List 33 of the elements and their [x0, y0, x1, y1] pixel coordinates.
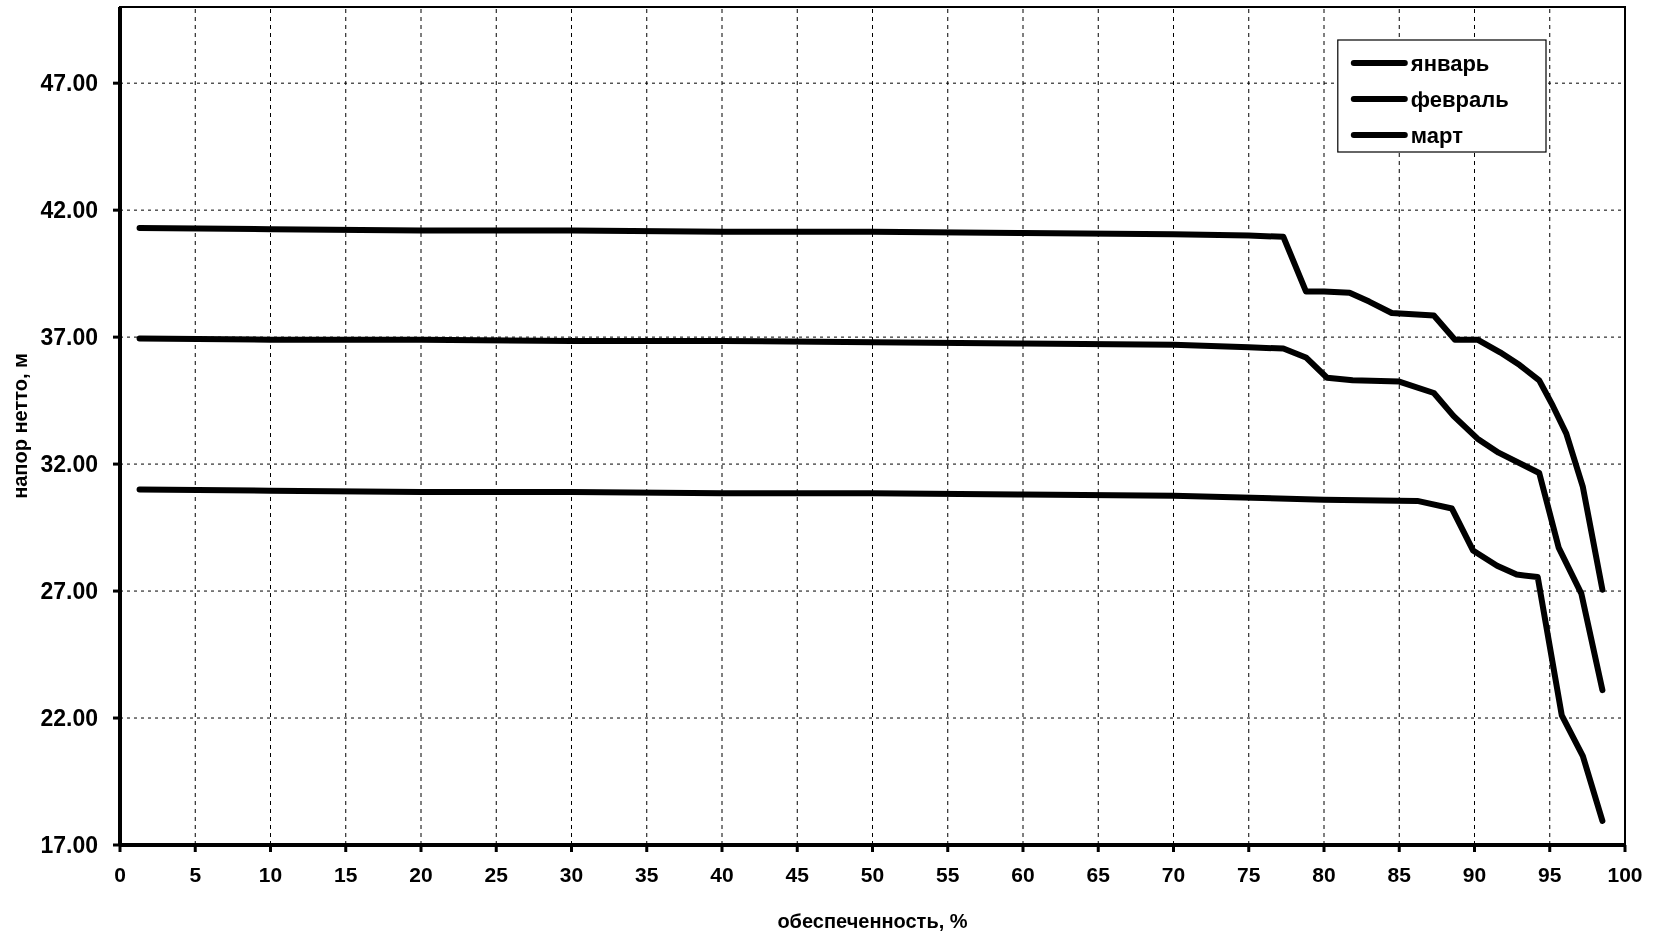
y-tick-label: 37.00 — [40, 324, 98, 351]
y-tick-label: 17.00 — [40, 832, 98, 859]
x-tick-label: 30 — [559, 863, 584, 887]
x-tick-label: 80 — [1312, 863, 1336, 887]
y-tick-label: 42.00 — [40, 197, 98, 224]
x-tick-label: 0 — [114, 863, 126, 887]
x-tick-label: 40 — [710, 863, 734, 887]
x-tick-label: 95 — [1538, 863, 1562, 887]
x-tick-label: 20 — [409, 863, 433, 887]
y-tick-label: 47.00 — [40, 70, 98, 97]
x-tick-label: 25 — [484, 863, 509, 887]
y-tick-label: 27.00 — [40, 578, 98, 605]
y-tick-label: 22.00 — [40, 705, 98, 732]
x-tick-label: 5 — [189, 863, 202, 887]
x-tick-label: 45 — [785, 863, 810, 887]
x-tick-label: 65 — [1086, 863, 1111, 887]
x-tick-label: 75 — [1237, 863, 1261, 887]
x-tick-label: 60 — [1011, 863, 1035, 887]
x-tick-label: 10 — [258, 863, 283, 887]
x-tick-label: 50 — [860, 863, 885, 887]
legend-label: январь — [1409, 50, 1490, 76]
x-tick-label: 35 — [635, 863, 659, 887]
x-tick-label: 90 — [1462, 863, 1487, 887]
x-tick-label: 85 — [1387, 863, 1412, 887]
x-tick-label: 70 — [1161, 863, 1186, 887]
y-axis-title: напор нетто, м — [9, 353, 31, 499]
legend-label: март — [1410, 122, 1464, 148]
x-tick-label: 55 — [936, 863, 960, 887]
x-tick-label: 15 — [334, 863, 358, 887]
legend-label: февраль — [1410, 86, 1509, 112]
x-tick-label: 100 — [1607, 863, 1643, 887]
x-axis-title: обеспеченность, % — [777, 910, 968, 932]
y-tick-label: 32.00 — [40, 451, 98, 478]
